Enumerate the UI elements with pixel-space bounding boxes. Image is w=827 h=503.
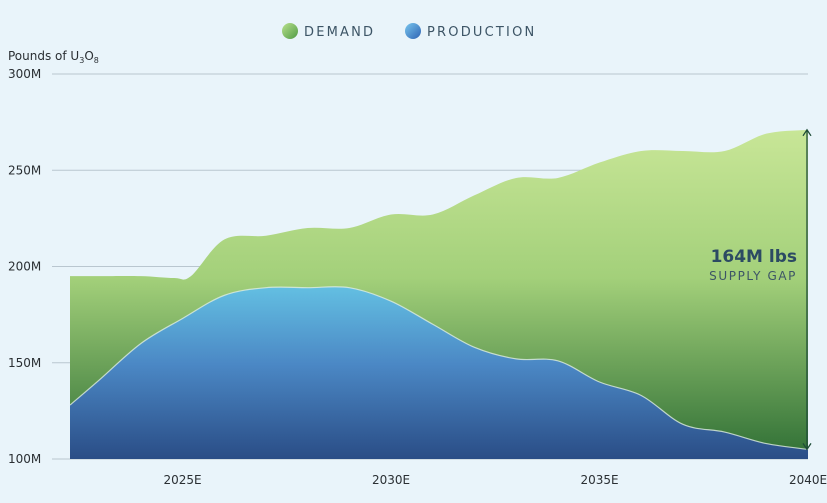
supply-gap-annotation: 164M lbs SUPPLY GAP	[709, 128, 812, 451]
x-axis-ticks: 2025E 2030E 2035E 2040E	[164, 473, 827, 487]
production-line	[69, 286, 809, 450]
legend-label-production: PRODUCTION	[427, 25, 536, 40]
supply-gap-arrowhead-bottom	[802, 443, 812, 451]
supply-gap-value: 164M lbs	[711, 247, 797, 267]
y-axis-title-mid: O	[84, 49, 93, 63]
x-tick-label-2035: 2035E	[580, 473, 618, 487]
y-tick-label-150: 150M	[8, 356, 41, 370]
x-tick-label-2025: 2025E	[164, 473, 202, 487]
supply-gap-arrowhead-top	[802, 128, 812, 137]
legend-swatch-production	[405, 23, 421, 39]
x-tick-label-2040: 2040E	[789, 473, 827, 487]
y-tick-label-300: 300M	[8, 67, 41, 81]
legend-swatch-demand	[282, 23, 298, 39]
y-axis-ticks: 300M 250M 200M 150M 100M	[8, 67, 41, 466]
y-tick-label-200: 200M	[8, 260, 41, 274]
legend: DEMAND PRODUCTION	[282, 23, 536, 40]
y-tick-label-250: 250M	[8, 163, 41, 177]
y-axis-title-sub2: 8	[94, 56, 99, 65]
y-axis-title: Pounds of U3O8	[8, 49, 99, 65]
y-axis-title-main: Pounds of U	[8, 49, 79, 63]
plot-areas	[69, 129, 809, 459]
production-area	[70, 286, 808, 459]
legend-label-demand: DEMAND	[304, 25, 375, 40]
supply-gap-label: SUPPLY GAP	[709, 269, 797, 283]
x-tick-label-2030: 2030E	[372, 473, 410, 487]
y-tick-label-100: 100M	[8, 452, 41, 466]
y-axis-title-sub1: 3	[79, 56, 84, 65]
